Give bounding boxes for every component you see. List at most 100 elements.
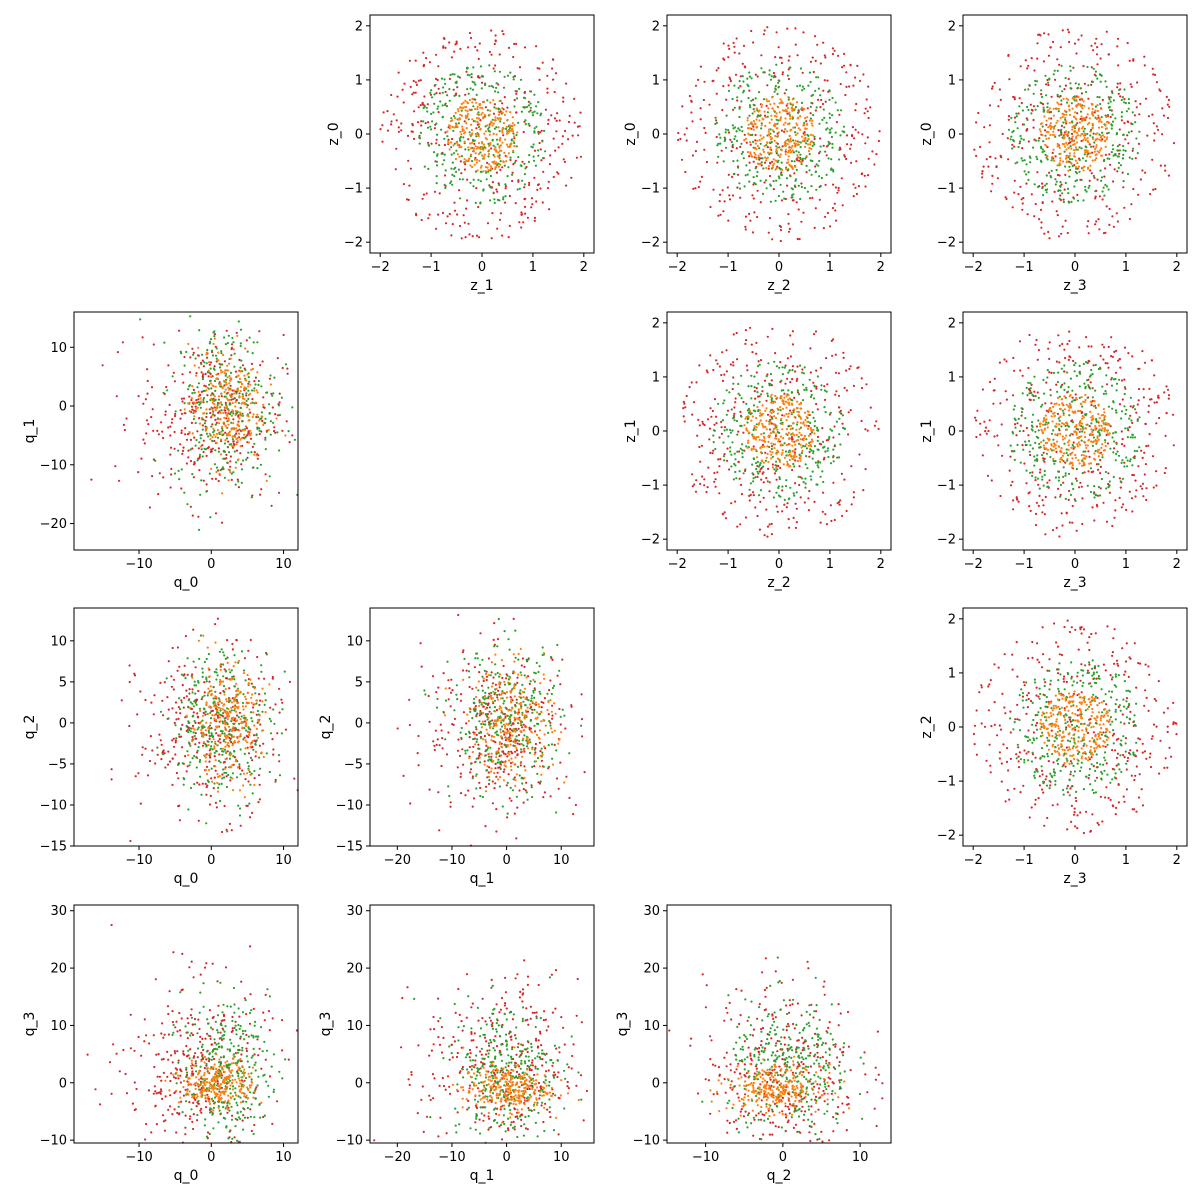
data-point [739, 75, 742, 78]
data-point [498, 199, 501, 202]
data-point [1058, 162, 1061, 165]
data-point [757, 382, 760, 385]
data-point [227, 417, 230, 420]
data-point [542, 170, 545, 173]
x-tick-label: −1 [422, 260, 441, 275]
data-point [479, 180, 482, 183]
data-point [1089, 152, 1092, 155]
data-point [1114, 154, 1117, 157]
data-point [197, 398, 200, 401]
data-point [759, 489, 763, 492]
data-point [1053, 69, 1056, 72]
data-point [782, 389, 785, 392]
data-point [1046, 155, 1049, 158]
data-point [1092, 145, 1095, 148]
data-point [1022, 196, 1025, 200]
data-point [507, 236, 510, 239]
data-point [472, 105, 475, 108]
data-point [1035, 501, 1038, 504]
data-point [492, 67, 495, 70]
data-point [799, 407, 802, 410]
data-point [784, 117, 787, 120]
data-point [768, 490, 771, 493]
data-point [1048, 171, 1051, 174]
data-point [779, 409, 782, 412]
data-point [183, 402, 186, 405]
y-tick-label: −2 [641, 236, 660, 251]
data-point [807, 413, 810, 416]
data-point [1155, 125, 1158, 128]
data-point [256, 371, 259, 374]
data-point [439, 100, 442, 103]
data-point [795, 101, 799, 104]
data-point [792, 151, 796, 154]
data-point [223, 450, 227, 453]
data-point [773, 468, 776, 471]
data-point [274, 413, 277, 416]
data-point [224, 401, 227, 404]
data-point [796, 124, 799, 127]
data-point [1083, 127, 1086, 130]
data-point [733, 419, 736, 422]
data-point [204, 419, 207, 422]
data-point [169, 446, 173, 449]
data-point [501, 131, 504, 134]
data-point [782, 109, 786, 112]
data-point [785, 400, 788, 403]
data-point [753, 211, 756, 214]
data-point [291, 406, 294, 409]
data-point [190, 398, 193, 402]
data-point [770, 445, 774, 448]
data-point [1075, 141, 1078, 144]
data-point [849, 365, 852, 368]
data-point [845, 157, 848, 161]
data-point [745, 137, 748, 140]
data-point [433, 127, 436, 130]
x-axis-label: z_1 [470, 278, 493, 294]
data-point [785, 139, 788, 142]
data-point [742, 431, 745, 434]
data-point [789, 428, 792, 431]
data-point [761, 404, 764, 407]
data-point [791, 330, 795, 333]
data-point [514, 159, 517, 162]
data-point [494, 90, 497, 93]
data-point [202, 398, 205, 401]
data-point [825, 390, 828, 393]
data-point [247, 397, 250, 400]
data-point [202, 412, 205, 415]
data-point [736, 433, 739, 436]
data-point [273, 376, 276, 379]
data-point [779, 239, 782, 243]
data-point [851, 134, 854, 138]
data-point [419, 104, 422, 107]
data-point [790, 150, 793, 154]
data-point [766, 156, 769, 159]
data-point [825, 523, 829, 526]
data-point [121, 341, 124, 344]
data-point [789, 486, 792, 489]
data-point [1015, 434, 1018, 437]
data-point [227, 419, 230, 422]
data-point [809, 475, 812, 478]
data-point [812, 450, 815, 453]
data-point [787, 371, 790, 374]
data-point [1069, 168, 1072, 171]
data-point [509, 111, 512, 114]
data-point [1060, 232, 1063, 235]
data-point [520, 211, 523, 214]
data-point [791, 438, 794, 441]
data-point [197, 354, 200, 357]
data-point [436, 133, 439, 136]
data-point [1021, 208, 1024, 211]
x-tick-label: 0 [775, 260, 783, 275]
data-point [751, 155, 754, 158]
data-point [256, 341, 259, 344]
data-point [839, 443, 842, 446]
data-point [712, 188, 715, 191]
data-point [484, 147, 487, 150]
data-point [1166, 388, 1170, 391]
data-point [202, 396, 206, 400]
data-point [1096, 95, 1099, 99]
data-point [796, 389, 799, 392]
